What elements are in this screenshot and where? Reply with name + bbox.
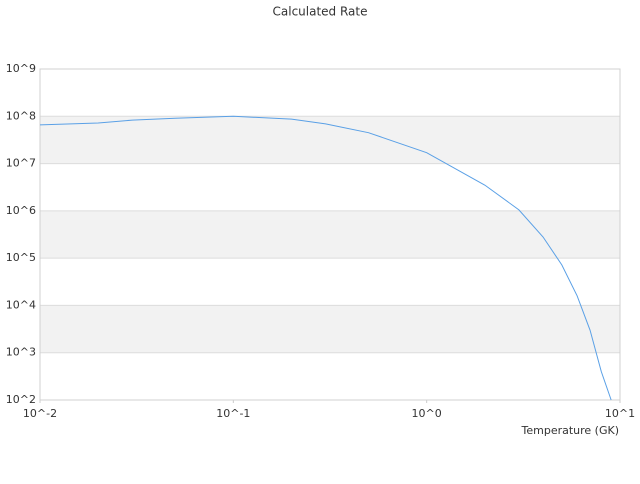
x-tick-label: 10^1 [605,407,635,420]
y-tick-label: 10^7 [6,157,36,170]
y-tick-label: 10^2 [6,393,36,406]
grid-band [40,210,620,259]
chart-title: Calculated Rate [273,5,368,19]
x-tick-label: 10^-2 [23,407,57,420]
x-axis-label: Temperature (GK) [521,424,620,437]
y-tick-label: 10^8 [6,109,36,122]
y-tick-label: 10^6 [6,204,36,217]
grid-band [40,305,620,353]
x-tick-label: 10^-1 [216,407,250,420]
y-tick-label: 10^3 [6,346,36,359]
y-tick-label: 10^9 [6,62,36,75]
data-line [39,115,612,401]
plot-border [39,68,621,401]
grid-band [40,116,620,164]
y-tick-label: 10^4 [6,298,36,311]
x-tick-label: 10^0 [412,407,442,420]
y-tick-label: 10^5 [6,251,36,264]
